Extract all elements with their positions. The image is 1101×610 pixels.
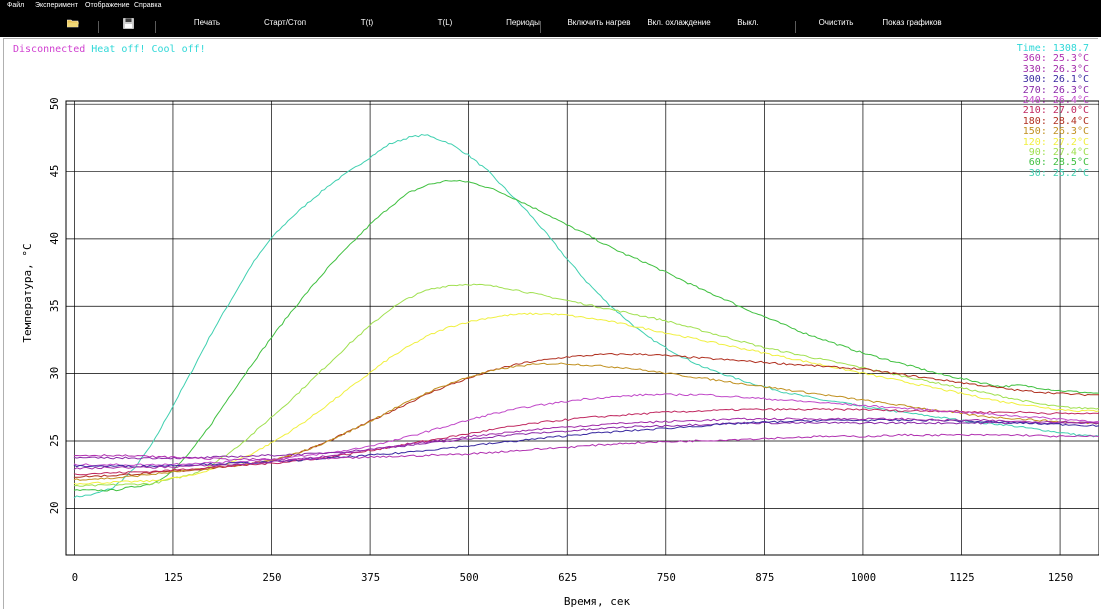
series-line bbox=[73, 417, 1099, 470]
sensor-readout: Time: 1308.7 360: 25.3°C 330: 26.3°C 300: … bbox=[1016, 43, 1089, 179]
connection-status: Disconnected bbox=[13, 44, 86, 55]
sensor-readout-row: 180: 28.4°C bbox=[1022, 115, 1089, 127]
heat-status: Heat off! bbox=[91, 44, 146, 55]
sensor-readout-row: 300: 26.1°C bbox=[1022, 74, 1089, 86]
show-graphs-button[interactable]: Показ графиков bbox=[882, 18, 942, 27]
series-line bbox=[73, 133, 1099, 499]
start-stop-button[interactable]: Старт/Стоп bbox=[263, 18, 307, 27]
folder-open-icon bbox=[67, 19, 79, 28]
sensor-readout-row: 210: 27.0°C bbox=[1022, 105, 1089, 117]
x-tick-label: 375 bbox=[361, 572, 380, 584]
cool-status: Cool off! bbox=[151, 44, 206, 55]
series-line bbox=[73, 393, 1099, 467]
x-tick-label: 500 bbox=[460, 572, 479, 584]
toolbar-separator bbox=[98, 21, 99, 33]
sensor-readout-row: 30: 25.2°C bbox=[1028, 167, 1089, 179]
y-tick-label: 25 bbox=[49, 434, 61, 447]
x-tick-label: 750 bbox=[657, 572, 676, 584]
x-tick-label: 1250 bbox=[1048, 572, 1073, 584]
y-tick-label: 45 bbox=[49, 165, 61, 178]
menu-help[interactable]: Справка bbox=[134, 2, 162, 9]
sensor-readout-row: 60: 28.5°C bbox=[1028, 157, 1089, 169]
series-line bbox=[73, 408, 1099, 476]
plot-area: 0 125 250 375 500 625 750 875 1000 1125 1250 20 25 30… bbox=[3, 38, 1099, 609]
y-tick-label: 30 bbox=[49, 367, 61, 380]
series-line bbox=[73, 421, 1099, 460]
x-tick-label: 875 bbox=[755, 572, 774, 584]
series-line bbox=[73, 433, 1099, 461]
x-tick-label: 0 bbox=[72, 572, 78, 584]
y-axis-label: Температура, °С bbox=[21, 243, 34, 342]
x-tick-label: 625 bbox=[558, 572, 577, 584]
menu-experiment[interactable]: Эксперимент bbox=[35, 2, 78, 9]
x-tick-label: 1125 bbox=[949, 572, 974, 584]
series-line bbox=[73, 312, 1099, 485]
save-file-button[interactable] bbox=[115, 15, 141, 31]
toolbar-separator bbox=[540, 21, 541, 33]
y-tick-label: 35 bbox=[49, 299, 61, 312]
periods-button[interactable]: Периоды bbox=[506, 18, 540, 27]
clear-button[interactable]: Очистить bbox=[818, 18, 854, 27]
x-tick-label: 250 bbox=[263, 572, 282, 584]
sensor-readout-row: 90: 27.4°C bbox=[1028, 147, 1089, 159]
menu-file[interactable]: Файл bbox=[7, 2, 25, 9]
y-tick-label: 20 bbox=[49, 502, 61, 515]
sensor-readout-row: 240: 26.4°C bbox=[1022, 95, 1089, 107]
toolbar-separator bbox=[795, 21, 796, 33]
sensor-readout-row: 150: 26.3°C bbox=[1022, 126, 1089, 138]
status-line: Disconnected Heat off! Cool off! bbox=[13, 44, 206, 55]
plot-frame bbox=[65, 100, 1099, 556]
toolbar-separator bbox=[155, 21, 156, 33]
print-button[interactable]: Печать bbox=[193, 18, 221, 27]
temperature-chart: 0 125 250 375 500 625 750 875 1000 1125 1250 20 25 30… bbox=[21, 97, 1099, 608]
sensor-readout-row: 360: 25.3°C bbox=[1022, 53, 1089, 65]
series-line bbox=[73, 283, 1099, 487]
sensor-readout-row: 270: 26.3°C bbox=[1022, 84, 1089, 96]
y-tick-label: 50 bbox=[49, 97, 61, 110]
toolbar: Печать Старт/Стоп T(t) T(L) Периоды Вклю… bbox=[0, 11, 1101, 37]
temp-vs-time-button[interactable]: T(t) bbox=[360, 18, 374, 27]
cooling-on-button[interactable]: Вкл. охлаждение bbox=[647, 18, 711, 27]
sensor-readout-row: 120: 27.2°C bbox=[1022, 136, 1089, 148]
y-tick-label: 40 bbox=[49, 232, 61, 245]
x-tick-label: 125 bbox=[164, 572, 183, 584]
time-readout: Time: 1308.7 bbox=[1016, 43, 1089, 54]
temp-vs-length-button[interactable]: T(L) bbox=[437, 18, 453, 27]
x-axis-label: Время, сек bbox=[564, 595, 631, 608]
open-file-button[interactable] bbox=[60, 15, 86, 31]
sensor-readout-row: 330: 26.3°C bbox=[1022, 63, 1089, 75]
floppy-disk-icon bbox=[122, 18, 134, 29]
menu-display[interactable]: Отображение bbox=[85, 2, 130, 9]
off-button[interactable]: Выкл. bbox=[737, 18, 759, 27]
heating-on-button[interactable]: Включить нагрев bbox=[567, 18, 631, 27]
x-tick-label: 1000 bbox=[851, 572, 876, 584]
series-line bbox=[73, 179, 1099, 492]
series-line bbox=[73, 352, 1099, 478]
